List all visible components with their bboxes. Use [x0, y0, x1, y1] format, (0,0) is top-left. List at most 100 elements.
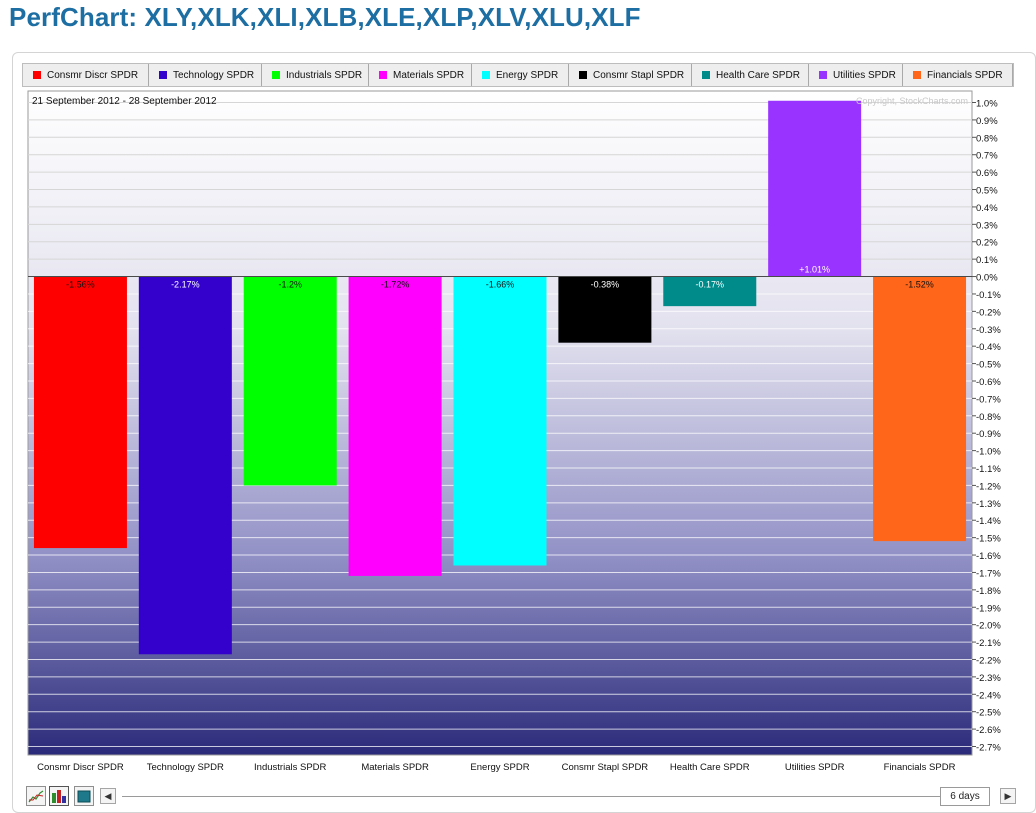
date-scrollbar[interactable] — [122, 796, 940, 797]
value-label: -1.56% — [66, 280, 95, 290]
y-tick-label: -2.3% — [976, 673, 1001, 684]
perf-chart: -1.56% -2.17% -1.2% -1.72% -1.66% -0.38% -0.17… — [27, 90, 1001, 773]
y-tick-label: -0.1% — [976, 290, 1001, 301]
bar — [768, 100, 862, 277]
x-tick-label: Consmr Discr SPDR — [37, 762, 124, 773]
bar-chart-button[interactable] — [74, 786, 94, 806]
period-label: 6 days — [950, 791, 980, 802]
bar — [243, 276, 337, 486]
value-label: -1.2% — [278, 280, 302, 290]
legend-label: Health Care SPDR — [716, 69, 800, 81]
x-tick-label: Consmr Stapl SPDR — [562, 762, 649, 773]
y-tick-label: 0.2% — [976, 238, 998, 249]
copyright-text: Copyright, StockCharts.com — [856, 96, 968, 106]
value-labels: -1.56% -2.17% -1.2% -1.72% -1.66% -0.38% -0.17… — [66, 265, 934, 290]
y-tick-label: -1.7% — [976, 568, 1001, 579]
y-tick-label: 0.1% — [976, 255, 998, 266]
legend-item-technology[interactable]: Technology SPDR — [149, 64, 262, 86]
legend-item-materials[interactable]: Materials SPDR — [369, 64, 472, 86]
x-tick-label: Health Care SPDR — [670, 762, 750, 773]
x-tick-label: Energy SPDR — [470, 762, 529, 773]
legend-item-financials[interactable]: Financials SPDR — [903, 64, 1013, 86]
legend-bar: Consmr Discr SPDR Technology SPDR Indust… — [22, 63, 1014, 87]
period-selector[interactable]: 6 days — [940, 787, 990, 806]
y-tick-label: -1.5% — [976, 534, 1001, 545]
legend-swatch — [33, 71, 41, 79]
y-tick-label: 0.8% — [976, 133, 998, 144]
legend-label: Utilities SPDR — [833, 69, 896, 81]
y-tick-label: -2.5% — [976, 708, 1001, 719]
line-chart-button[interactable] — [26, 786, 46, 806]
legend-label: Consmr Discr SPDR — [47, 69, 139, 81]
y-tick-label: -1.1% — [976, 464, 1001, 475]
legend-label: Financials SPDR — [927, 69, 1003, 81]
legend-swatch — [819, 71, 827, 79]
x-tick-label: Utilities SPDR — [785, 762, 845, 773]
y-tick-label: -0.9% — [976, 429, 1001, 440]
legend-label: Consmr Stapl SPDR — [593, 69, 685, 81]
bar — [348, 276, 442, 576]
x-tick-label: Materials SPDR — [361, 762, 429, 773]
legend-swatch — [913, 71, 921, 79]
navigation-bar: ◀ 6 days ▶ — [26, 786, 1016, 808]
bar — [873, 276, 967, 542]
scroll-right-button[interactable]: ▶ — [1000, 788, 1016, 804]
y-tick-label: -2.6% — [976, 725, 1001, 736]
scroll-left-button[interactable]: ◀ — [100, 788, 116, 804]
legend-swatch — [379, 71, 387, 79]
y-tick-label: 0.3% — [976, 220, 998, 231]
y-tick-label: -1.8% — [976, 586, 1001, 597]
value-label: -1.66% — [486, 280, 515, 290]
legend-swatch — [482, 71, 490, 79]
bar — [663, 276, 757, 307]
legend-item-utilities[interactable]: Utilities SPDR — [809, 64, 903, 86]
histogram-icon — [52, 790, 66, 803]
x-tick-label: Financials SPDR — [884, 762, 956, 773]
legend-item-consmr-discr[interactable]: Consmr Discr SPDR — [23, 64, 149, 86]
y-tick-label: -2.7% — [976, 743, 1001, 754]
y-tick-label: -0.2% — [976, 307, 1001, 318]
value-label: -1.72% — [381, 280, 410, 290]
y-tick-label: 0.4% — [976, 203, 998, 214]
y-tick-label: 0.5% — [976, 186, 998, 197]
y-tick-label: -2.0% — [976, 621, 1001, 632]
y-tick-label: -0.6% — [976, 377, 1001, 388]
y-tick-label: -0.5% — [976, 360, 1001, 371]
bar — [138, 276, 232, 655]
bars — [33, 100, 967, 655]
y-tick-label: -0.4% — [976, 342, 1001, 353]
legend-swatch — [702, 71, 710, 79]
y-tick-label: -0.3% — [976, 325, 1001, 336]
bar — [33, 276, 127, 549]
x-axis: Consmr Discr SPDR Technology SPDR Industri… — [37, 762, 955, 773]
x-tick-label: Technology SPDR — [147, 762, 224, 773]
triangle-left-icon: ◀ — [104, 790, 112, 801]
legend-item-industrials[interactable]: Industrials SPDR — [262, 64, 369, 86]
value-label: -1.52% — [905, 280, 934, 290]
y-tick-label: 1.0% — [976, 99, 998, 110]
value-label: +1.01% — [799, 265, 830, 275]
legend-item-energy[interactable]: Energy SPDR — [472, 64, 569, 86]
legend-item-health-care[interactable]: Health Care SPDR — [692, 64, 809, 86]
y-tick-label: -2.1% — [976, 638, 1001, 649]
value-label: -0.17% — [696, 280, 725, 290]
histogram-button[interactable] — [49, 786, 69, 806]
y-tick-label: -1.9% — [976, 603, 1001, 614]
value-label: -2.17% — [171, 280, 200, 290]
y-tick-label: -2.4% — [976, 690, 1001, 701]
y-tick-label: -1.0% — [976, 447, 1001, 458]
legend-label: Industrials SPDR — [286, 69, 363, 81]
bar — [558, 276, 652, 343]
y-tick-label: -2.2% — [976, 655, 1001, 666]
y-tick-label: 0.6% — [976, 168, 998, 179]
legend-swatch — [579, 71, 587, 79]
x-tick-label: Industrials SPDR — [254, 762, 326, 773]
legend-item-consmr-stapl[interactable]: Consmr Stapl SPDR — [569, 64, 692, 86]
triangle-right-icon: ▶ — [1004, 790, 1012, 801]
legend-label: Energy SPDR — [496, 69, 559, 81]
y-tick-label: -0.7% — [976, 394, 1001, 405]
legend-swatch — [159, 71, 167, 79]
y-tick-label: 0.0% — [976, 273, 998, 284]
bar — [453, 276, 547, 566]
legend-swatch — [272, 71, 280, 79]
